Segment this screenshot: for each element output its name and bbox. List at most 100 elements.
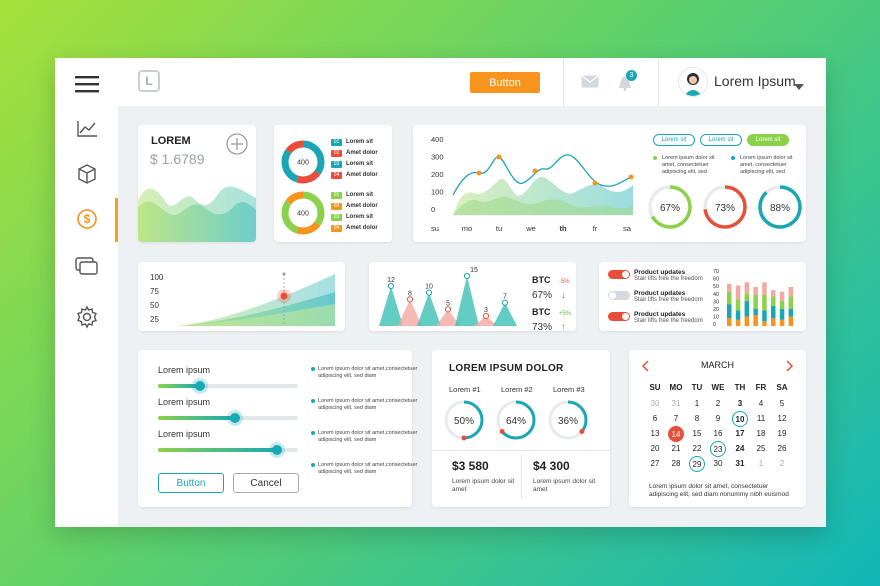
logo-letter: L [145,74,153,88]
calendar-day[interactable]: 15 [692,428,702,438]
calendar-day[interactable]: 31 [735,458,745,468]
dollar-icon[interactable]: $ [71,203,103,235]
lorem-dolor-card: LOREM IPSUM DOLOR Lorem #1 Lorem #2 Lore… [432,350,610,507]
calendar-day[interactable]: 30 [713,458,723,468]
cards-icon[interactable] [71,250,103,282]
gauge-rings: 50% 64% 36% [444,400,588,441]
peak-point [425,289,433,296]
calendar-day[interactable]: 6 [652,413,658,423]
calendar-day[interactable]: 2 [715,398,721,408]
calendar-day[interactable]: 21 [671,443,681,453]
peak-label: 8 [408,290,412,297]
bullet-text: Lorem ipsum dolor sit amet,consectetuer … [318,398,418,411]
slider-handle[interactable] [195,381,205,391]
slider-handle[interactable] [272,445,282,455]
calendar-day[interactable]: 28 [671,458,681,468]
slider-handle[interactable] [230,413,240,423]
sidebar-active-indicator [115,198,118,242]
calendar-day[interactable]: 18 [756,428,766,438]
primary-button[interactable]: Button [158,473,224,493]
bar-segment [753,294,758,309]
calendar-day[interactable]: 29 [689,456,705,472]
area-y-tick: 200 [431,170,444,179]
calendar-weekday: SU [649,382,661,392]
donut-segment [281,191,325,235]
btc-stat-1: BTC -5% 67% ↓ [532,270,570,301]
calendar-day[interactable]: 8 [694,413,700,423]
slider-3[interactable] [158,445,298,455]
peak-label: 12 [387,277,395,284]
calendar-day[interactable]: 24 [735,443,745,453]
legend-row: 04 Amet dolor [331,223,378,233]
peak-triangle [455,276,479,326]
slider-2[interactable] [158,413,298,423]
gauge-value: 50% [454,416,474,427]
legend-row: 03 Lorem sit [331,159,378,169]
calendar-day[interactable]: 16 [713,428,723,438]
legend-label: Amet dolor [346,225,378,231]
chevron-right-icon[interactable] [786,359,794,377]
toggle-switch-3[interactable] [608,312,630,321]
user-name[interactable]: Lorem Ipsum [714,73,796,89]
calendar-day[interactable]: 25 [756,443,766,453]
calendar-day[interactable]: 14 [668,426,684,442]
toggle-switch-2[interactable] [608,291,630,300]
pill-lorem-sit-2[interactable]: Lorem sit [700,134,742,146]
calendar-day[interactable]: 1 [694,398,700,408]
chevron-down-icon[interactable] [794,78,804,96]
calendar-day[interactable]: 27 [650,458,660,468]
amount-value: $3 580 [452,459,489,473]
calendar-day[interactable]: 9 [715,413,721,423]
calendar-day[interactable]: 1 [758,458,764,468]
calendar-day[interactable]: 3 [737,398,743,408]
legend-label: Amet dolor [346,172,378,178]
calendar-day[interactable]: 26 [777,443,787,453]
calendar-day[interactable]: 12 [777,413,787,423]
calendar-day[interactable]: 5 [779,398,785,408]
divider [432,450,610,451]
calendar-day[interactable]: 23 [710,441,726,457]
calendar-day[interactable]: 10 [732,411,748,427]
add-circle-icon[interactable] [226,133,248,160]
bar-segment [735,299,741,311]
calendar-day[interactable]: 17 [735,428,745,438]
app-logo[interactable]: L [138,70,160,92]
calendar-day[interactable]: 7 [673,413,679,423]
bar-segment [788,296,794,309]
avatar[interactable] [678,67,708,97]
pill-lorem-sit-1[interactable]: Lorem sit [653,134,695,146]
line-chart-icon[interactable] [71,113,103,145]
calendar-day[interactable]: 31 [671,398,681,408]
calendar-day[interactable]: 22 [692,443,702,453]
mail-icon[interactable] [581,75,599,93]
gear-icon[interactable] [71,301,103,333]
note-dot [653,156,657,160]
slider-1[interactable] [158,381,298,391]
area-x-tick: mo [462,224,472,233]
legend-number: 02 [331,149,342,157]
bullet-item: Lorem ipsum dolor sit amet,consectetuer … [311,366,418,380]
calendar-day[interactable]: 2 [779,458,785,468]
calendar-day[interactable]: 4 [758,398,764,408]
calendar-day[interactable]: 30 [650,398,660,408]
donut-segment [281,140,325,184]
calendar-day[interactable]: 20 [650,443,660,453]
toggle-title: Product updates [634,269,686,276]
menu-icon[interactable] [71,68,103,100]
bar-y-tick: 0 [713,322,716,328]
toggle-item-2: Product updates Stair lifts free the fre… [634,290,703,303]
bar-segment [727,291,732,305]
calendar-day[interactable]: 13 [650,428,660,438]
bar-y-tick: 70 [713,269,719,275]
calendar-day[interactable]: 19 [777,428,787,438]
header-button[interactable]: Button [470,72,540,93]
toggle-switch-1[interactable] [608,270,630,279]
balance-wave-chart [138,186,256,242]
bar-segment [762,294,767,311]
calendar-day[interactable]: 11 [756,413,766,423]
cancel-button[interactable]: Cancel [233,473,299,493]
chevron-left-icon[interactable] [641,359,649,377]
gauge-progress [548,400,588,440]
pill-lorem-sit-3[interactable]: Lorem sit [747,134,789,146]
box-icon[interactable] [71,158,103,190]
